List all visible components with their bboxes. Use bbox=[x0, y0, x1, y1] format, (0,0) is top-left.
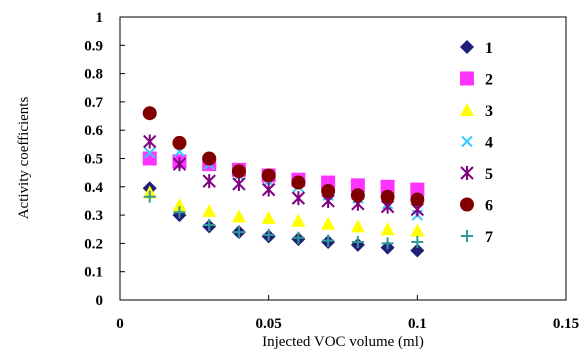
data-point bbox=[380, 189, 395, 204]
data-point bbox=[202, 174, 216, 189]
y-tick-label: 0.1 bbox=[84, 265, 103, 281]
y-axis: 0 0.1 0.2 0.3 0.4 0.5 0.6 0.7 0.8 0.9 1 bbox=[84, 10, 125, 309]
data-point bbox=[381, 237, 394, 250]
legend-item-7: 7 bbox=[461, 229, 493, 246]
data-point bbox=[203, 219, 216, 232]
data-point bbox=[410, 223, 425, 237]
y-tick-label: 0.3 bbox=[84, 208, 103, 224]
y-tick-label: 1 bbox=[96, 10, 104, 26]
data-point bbox=[232, 176, 246, 191]
data-point bbox=[291, 213, 306, 227]
y-tick-label: 0 bbox=[96, 293, 104, 309]
y-tick-label: 0.2 bbox=[84, 236, 103, 252]
y-tick-label: 0.5 bbox=[84, 152, 103, 168]
legend-item-1: 1 bbox=[460, 40, 493, 57]
plot-area bbox=[119, 16, 567, 301]
y-tick-label: 0.8 bbox=[84, 67, 103, 83]
legend-item-6: 6 bbox=[460, 197, 493, 215]
legend-marker bbox=[460, 40, 474, 54]
data-point bbox=[172, 198, 187, 212]
data-point bbox=[380, 222, 395, 236]
series-3 bbox=[142, 185, 425, 237]
legend-marker bbox=[461, 230, 473, 242]
y-tick-label: 0.7 bbox=[84, 95, 103, 111]
data-point bbox=[261, 182, 276, 197]
legend-marker bbox=[460, 197, 474, 212]
data-point bbox=[261, 168, 276, 183]
data-point bbox=[143, 134, 157, 149]
data-point bbox=[232, 226, 245, 239]
legend-label: 1 bbox=[485, 40, 493, 57]
series-6 bbox=[142, 106, 425, 207]
data-point bbox=[202, 203, 217, 217]
data-point bbox=[350, 178, 365, 193]
data-point bbox=[321, 184, 336, 199]
data-point bbox=[231, 209, 246, 223]
data-point bbox=[350, 219, 365, 233]
data-point bbox=[321, 216, 336, 230]
series-7 bbox=[143, 190, 424, 250]
x-tick-label: 0.1 bbox=[408, 316, 427, 332]
legend-item-3: 3 bbox=[460, 103, 493, 120]
data-point bbox=[410, 192, 425, 207]
legend-item-2: 2 bbox=[460, 71, 493, 89]
legend-marker bbox=[460, 166, 474, 180]
data-point bbox=[292, 231, 305, 244]
data-point bbox=[202, 151, 217, 166]
y-axis-title: Activity coefficients bbox=[16, 97, 32, 220]
x-axis: 0 0.05 0.1 0.15 bbox=[116, 295, 579, 332]
data-point bbox=[231, 164, 246, 179]
data-point bbox=[144, 147, 156, 159]
data-point bbox=[143, 190, 156, 203]
data-point bbox=[410, 243, 425, 258]
data-point bbox=[322, 234, 335, 247]
series-layer bbox=[142, 106, 425, 258]
legend-label: 5 bbox=[485, 166, 493, 183]
legend-marker bbox=[460, 71, 474, 86]
legend-item-4: 4 bbox=[461, 135, 493, 152]
x-axis-title: Injected VOC volume (ml) bbox=[262, 334, 424, 350]
legend-label: 7 bbox=[485, 229, 493, 246]
x-tick-label: 0.05 bbox=[256, 316, 282, 332]
data-point bbox=[172, 157, 187, 172]
data-point bbox=[172, 135, 187, 150]
y-tick-label: 0.6 bbox=[84, 123, 103, 139]
legend-label: 3 bbox=[485, 103, 493, 120]
data-point bbox=[380, 179, 395, 194]
data-point bbox=[291, 175, 306, 190]
data-point bbox=[410, 182, 425, 197]
data-point bbox=[350, 188, 365, 203]
legend-label: 2 bbox=[485, 72, 493, 89]
data-point bbox=[291, 191, 306, 206]
legend-label: 4 bbox=[485, 135, 493, 152]
legend-item-5: 5 bbox=[460, 166, 493, 183]
legend-label: 6 bbox=[485, 198, 493, 215]
legend-marker bbox=[461, 135, 473, 148]
data-point bbox=[351, 235, 364, 248]
legend-marker bbox=[460, 103, 474, 116]
x-tick-label: 0.15 bbox=[553, 316, 579, 332]
data-point bbox=[262, 228, 275, 241]
y-tick-label: 0.9 bbox=[84, 38, 103, 54]
data-point bbox=[173, 206, 186, 219]
data-point bbox=[411, 235, 424, 248]
data-point bbox=[261, 210, 276, 224]
legend: 1 2 3 4 5 6 7 bbox=[460, 40, 493, 246]
y-tick-label: 0.4 bbox=[84, 180, 103, 196]
x-tick-label: 0 bbox=[116, 316, 124, 332]
data-point bbox=[142, 106, 157, 121]
